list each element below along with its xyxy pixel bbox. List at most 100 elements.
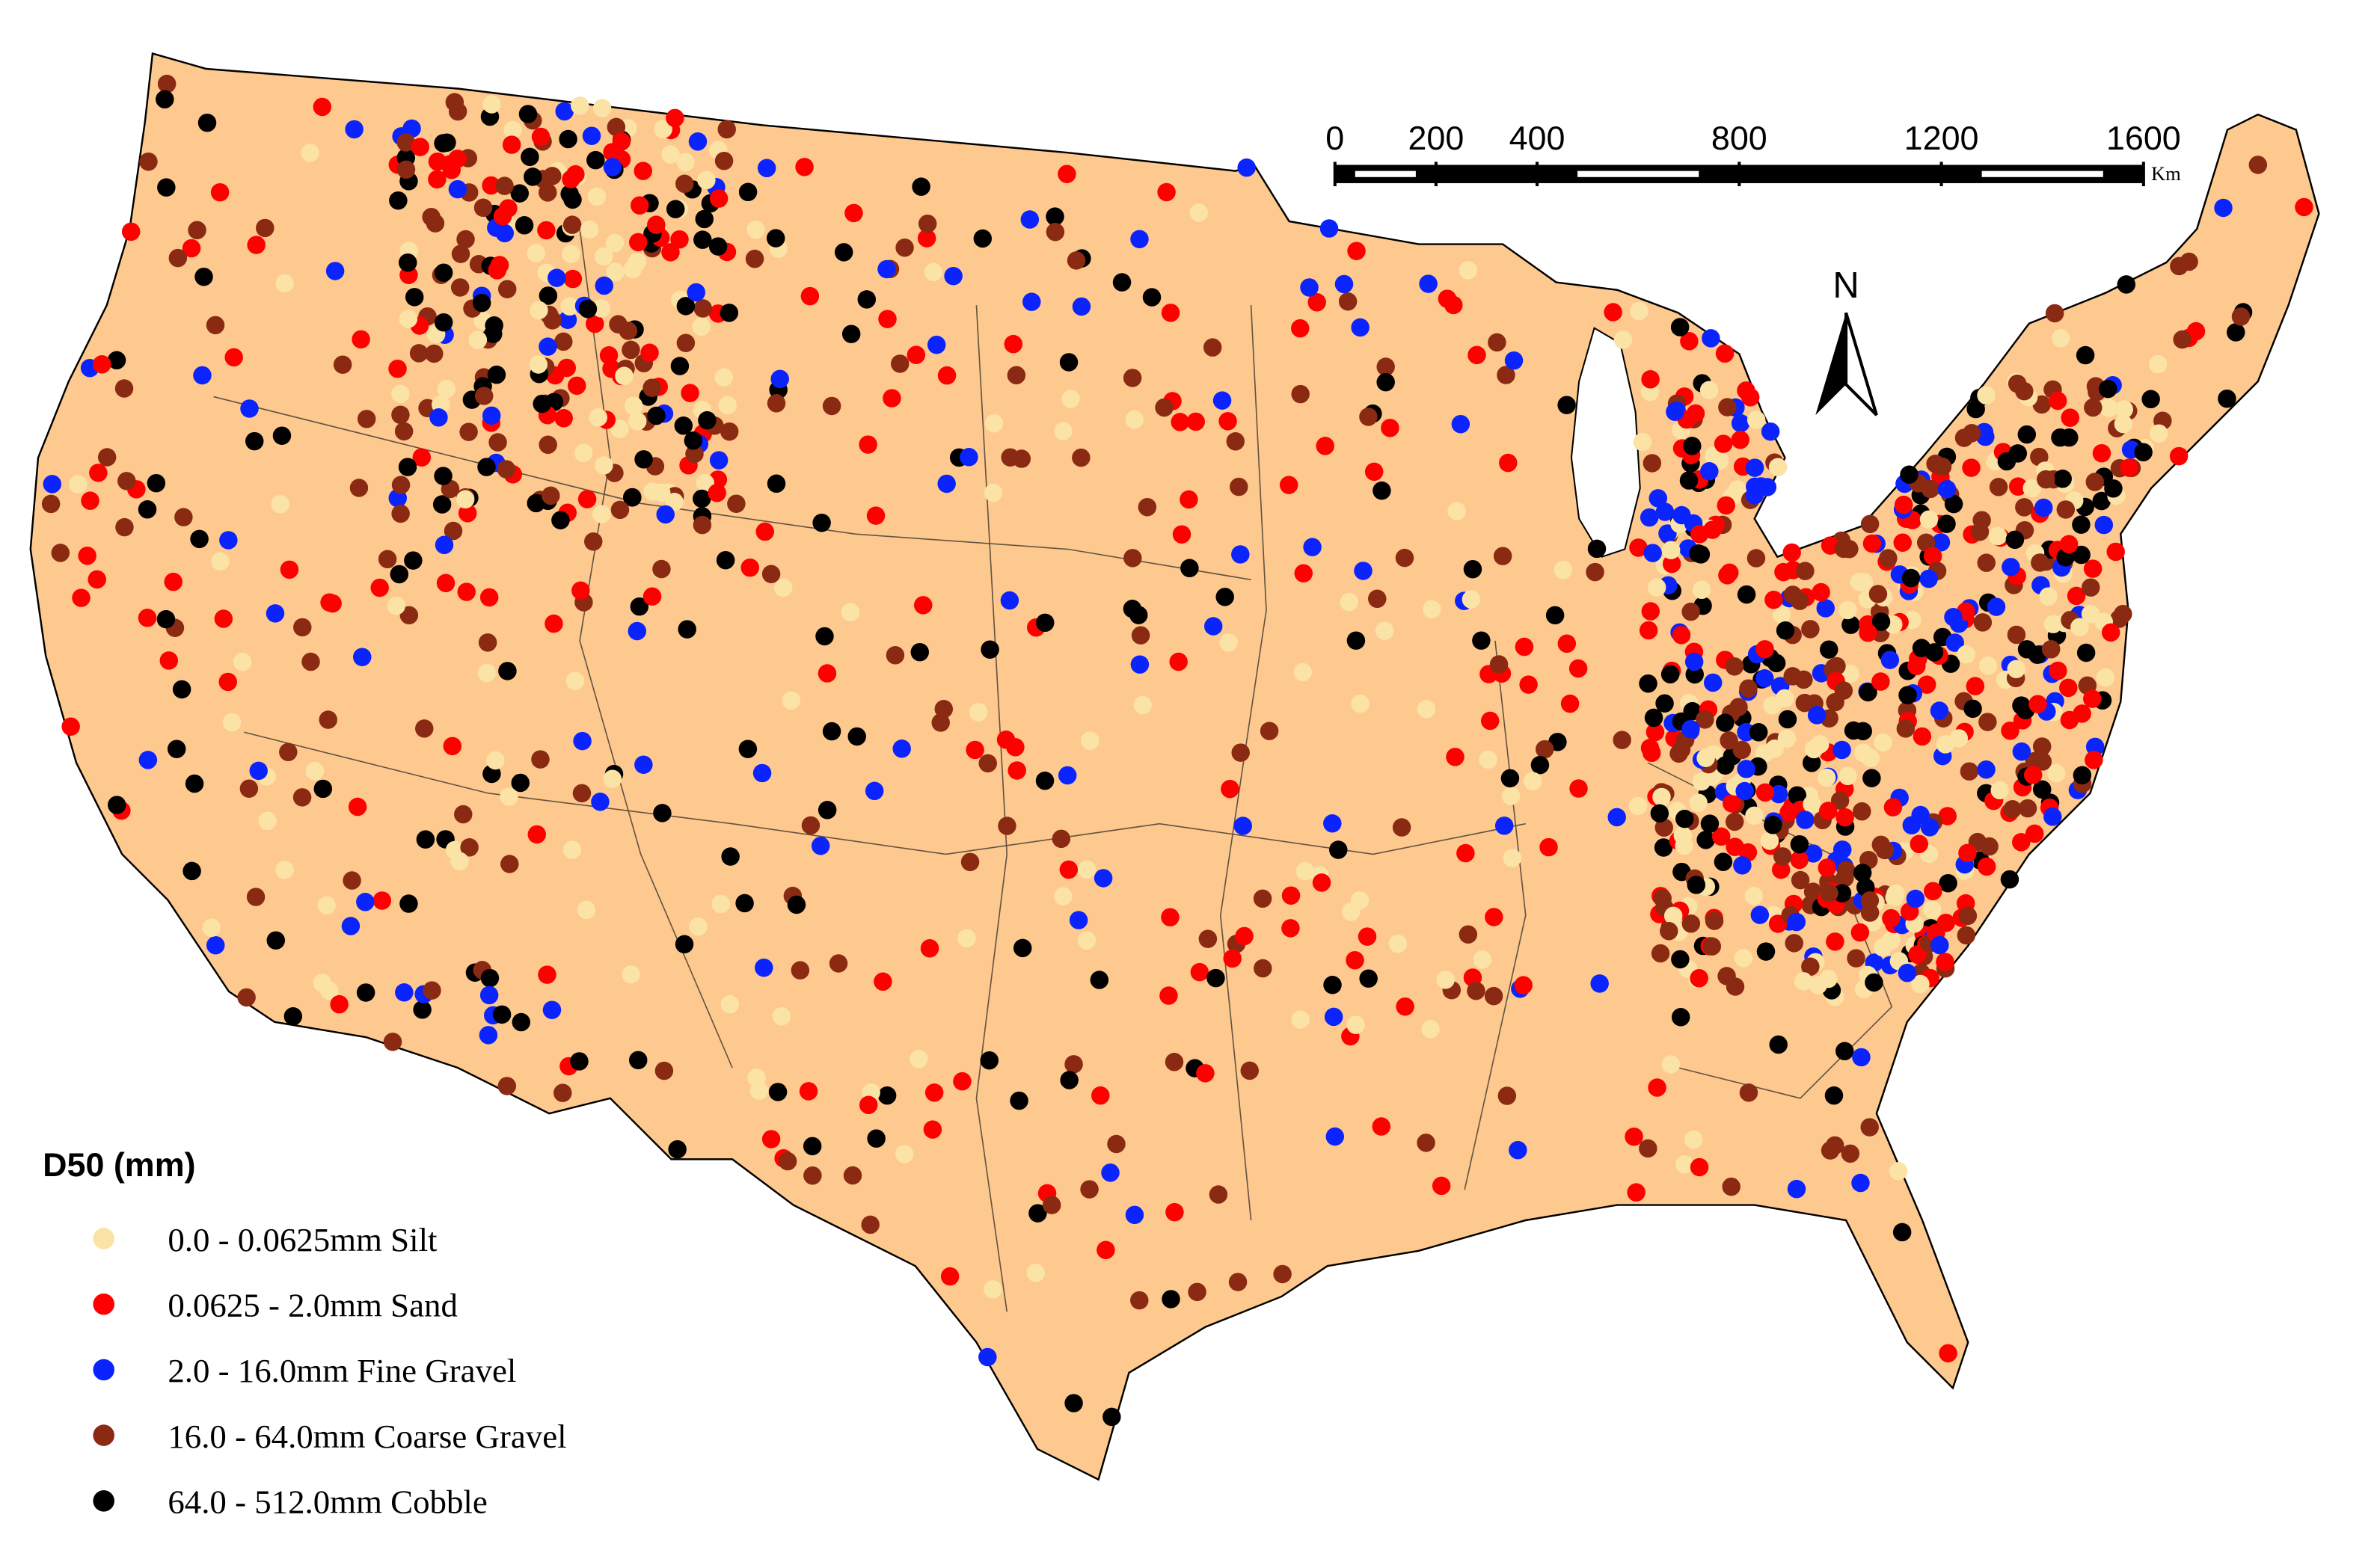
- site-dot: [1281, 886, 1301, 905]
- site-dot: [1684, 652, 1704, 671]
- site-dot: [1805, 739, 1824, 759]
- site-dot: [676, 153, 695, 172]
- site-dot: [1885, 888, 1904, 907]
- site-dot: [562, 245, 580, 264]
- site-dot: [1479, 750, 1497, 769]
- site-dot: [1861, 748, 1880, 767]
- site-dot: [480, 968, 500, 988]
- site-dot: [1879, 549, 1898, 568]
- site-dot: [1159, 986, 1178, 1005]
- site-dot: [388, 359, 407, 378]
- site-dot: [562, 170, 580, 188]
- site-dot: [643, 482, 662, 501]
- site-dot: [1169, 652, 1188, 671]
- site-dot: [1715, 344, 1735, 363]
- site-dot: [1396, 997, 1414, 1016]
- site-dot: [692, 317, 711, 336]
- site-dot: [1830, 791, 1850, 810]
- site-dot: [1072, 297, 1091, 316]
- site-dot: [2045, 304, 2064, 323]
- site-dot: [966, 740, 984, 760]
- site-dot: [1860, 514, 1880, 534]
- site-dot: [698, 410, 717, 430]
- site-dot: [266, 931, 286, 950]
- site-dot: [222, 713, 242, 732]
- site-dot: [185, 774, 204, 793]
- site-dot: [1035, 771, 1055, 790]
- site-dot: [886, 646, 905, 665]
- site-dot: [2114, 604, 2132, 624]
- site-dot: [473, 198, 493, 218]
- site-dot: [356, 983, 375, 1002]
- site-dot: [1346, 1015, 1365, 1034]
- site-dot: [815, 627, 834, 646]
- site-dot: [521, 147, 539, 167]
- site-dot: [1662, 554, 1681, 574]
- site-dot: [1764, 816, 1782, 834]
- site-dot: [411, 138, 429, 156]
- site-dot: [188, 221, 206, 240]
- site-dot: [1790, 850, 1809, 870]
- site-dot: [2170, 256, 2189, 276]
- site-dot: [711, 894, 731, 914]
- site-dot: [435, 535, 454, 555]
- site-dot: [542, 486, 560, 505]
- site-dot: [442, 160, 461, 179]
- site-dot: [1835, 868, 1854, 888]
- site-dot: [1772, 605, 1791, 624]
- site-dot: [1069, 911, 1088, 929]
- site-dot: [562, 840, 582, 859]
- site-dot: [944, 266, 963, 286]
- site-dot: [438, 133, 456, 152]
- site-dot: [1123, 369, 1142, 387]
- site-dot: [914, 596, 933, 615]
- site-dot: [1125, 1205, 1144, 1225]
- site-dot: [980, 1051, 999, 1070]
- site-dot: [1130, 1291, 1149, 1310]
- site-dot: [841, 603, 860, 621]
- site-dot: [317, 896, 336, 915]
- site-dot: [1827, 656, 1846, 676]
- site-dot: [1783, 585, 1803, 604]
- site-dot: [1740, 388, 1760, 407]
- scale-segment: [1355, 170, 1416, 177]
- site-dot: [416, 830, 435, 849]
- site-dot: [305, 762, 325, 781]
- site-dot: [1130, 655, 1150, 674]
- site-dot: [661, 243, 680, 262]
- site-dot: [714, 151, 734, 170]
- site-dot: [1812, 582, 1830, 602]
- site-dot: [1670, 318, 1690, 336]
- site-dot: [1107, 1134, 1126, 1154]
- site-dot: [693, 299, 712, 318]
- site-dot: [1960, 762, 1979, 781]
- site-dot: [1639, 674, 1657, 693]
- site-dot: [1500, 769, 1520, 788]
- site-dot: [586, 150, 605, 170]
- site-dot: [356, 893, 375, 911]
- site-dot: [459, 422, 478, 441]
- site-dot: [2096, 668, 2115, 687]
- site-dot: [1898, 963, 1917, 983]
- site-dot: [1501, 787, 1521, 805]
- scale-tick-label: 0: [1325, 119, 1344, 157]
- legend-title: D50 (mm): [43, 1146, 195, 1184]
- site-dot: [1203, 617, 1223, 636]
- site-dot: [210, 182, 230, 202]
- site-dot: [219, 531, 238, 550]
- site-dot: [478, 633, 497, 652]
- site-dot: [1752, 477, 1770, 496]
- site-dot: [1660, 922, 1678, 941]
- site-dot: [2043, 808, 2062, 826]
- site-dot: [1655, 502, 1675, 521]
- site-dot: [622, 965, 640, 984]
- site-dot: [592, 505, 611, 523]
- site-dot: [1485, 908, 1503, 926]
- site-dot: [634, 162, 652, 180]
- site-dot: [2214, 198, 2233, 218]
- site-dot: [319, 981, 339, 1000]
- site-dot: [398, 458, 417, 476]
- site-dot: [1696, 831, 1715, 849]
- site-dot: [1700, 814, 1720, 833]
- site-dot: [404, 551, 423, 570]
